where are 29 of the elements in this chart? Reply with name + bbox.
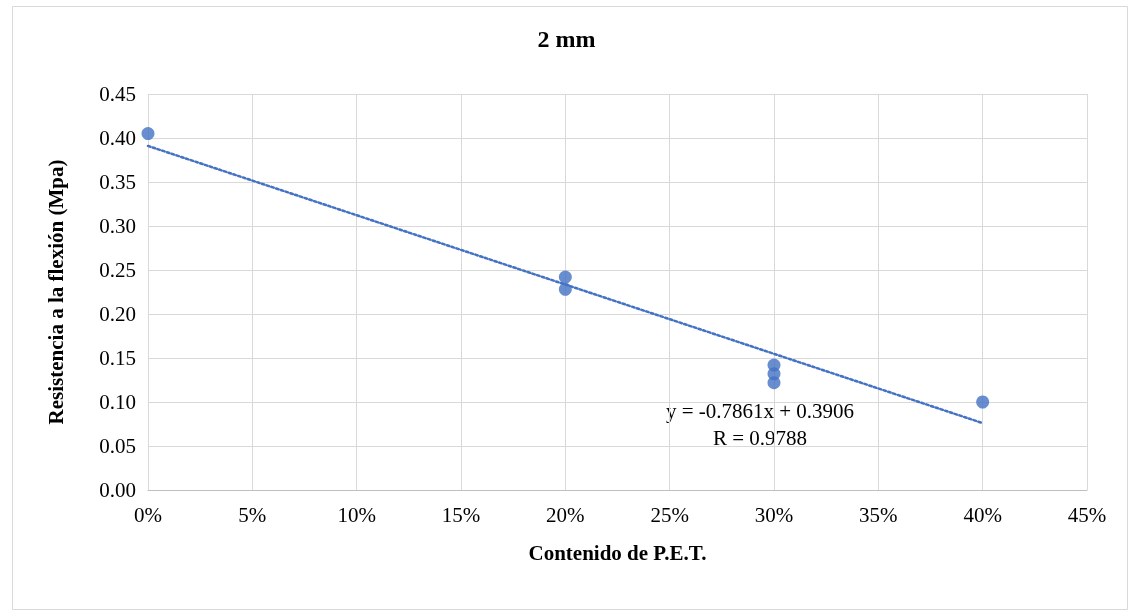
y-tick-label: 0.45 bbox=[99, 82, 136, 106]
x-tick-label: 10% bbox=[337, 502, 376, 527]
y-tick-label: 0.20 bbox=[99, 302, 136, 326]
point bbox=[767, 376, 781, 390]
y-tick-label: 0.10 bbox=[99, 390, 136, 414]
x-tick-label: 40% bbox=[963, 502, 1002, 527]
x-tick-label: 5% bbox=[238, 502, 267, 527]
x-tick-label: 0% bbox=[134, 502, 162, 527]
x-tick-label: 20% bbox=[546, 502, 585, 527]
y-axis-title: Resistencia a la flexión (Mpa) bbox=[43, 159, 68, 425]
y-tick-label: 0.40 bbox=[99, 126, 136, 150]
x-tick-label: 45% bbox=[1067, 502, 1107, 527]
y-tick-label: 0.15 bbox=[99, 346, 136, 370]
y-tick-label: 0.30 bbox=[99, 214, 136, 238]
y-tick-label: 0.25 bbox=[99, 258, 136, 282]
x-tick-label: 25% bbox=[650, 502, 689, 527]
point bbox=[558, 270, 572, 284]
annotation: R = 0.9788 bbox=[712, 425, 808, 450]
x-axis-title: Contenido de P.E.T. bbox=[528, 540, 707, 565]
x-tick-label: 35% bbox=[859, 502, 898, 527]
point bbox=[558, 282, 572, 296]
point bbox=[141, 127, 155, 141]
y-tick-label: 0.00 bbox=[99, 478, 136, 502]
chart-title: 2 mm bbox=[537, 26, 596, 52]
x-tick-label: 15% bbox=[441, 502, 481, 527]
y-tick-label: 0.05 bbox=[99, 434, 136, 458]
y-tick-label: 0.35 bbox=[99, 170, 136, 194]
point bbox=[976, 395, 990, 409]
x-tick-label: 30% bbox=[754, 502, 794, 527]
